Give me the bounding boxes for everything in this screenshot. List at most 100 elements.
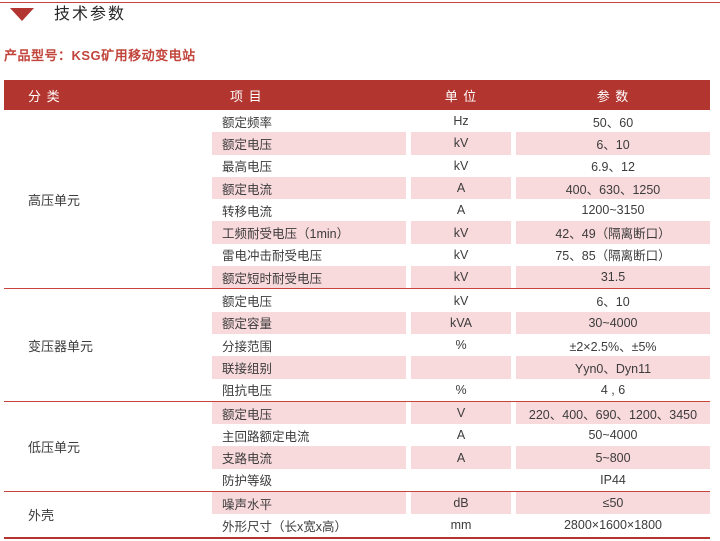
header-category: 分 类 bbox=[28, 88, 61, 104]
cell-param: 4 , 6 bbox=[600, 382, 626, 397]
cell-param: ≤50 bbox=[516, 492, 710, 515]
cell-item: 额定电流 bbox=[212, 176, 406, 200]
table-header-row: 分 类 项 目 单 位 参 数 bbox=[4, 80, 710, 110]
cell-param: 50、60 bbox=[592, 115, 634, 130]
cell-item: 额定电压 bbox=[212, 132, 406, 155]
cell-unit: A bbox=[411, 446, 511, 469]
cell-unit: A bbox=[411, 176, 511, 200]
table-row: 防护等级 IP44 bbox=[212, 469, 710, 491]
cell-item: 额定短时耐受电压 bbox=[212, 266, 406, 289]
table-row: 额定电压 V 220、400、690、1200、3450 bbox=[212, 401, 710, 425]
table-row: 主回路额定电流 A 50~4000 bbox=[212, 424, 710, 446]
cell-item: 主回路额定电流 bbox=[222, 429, 310, 444]
cell-param: 6.9、12 bbox=[591, 160, 635, 175]
page-title: 技术参数 bbox=[54, 6, 127, 23]
cell-item: 雷电冲击耐受电压 bbox=[222, 249, 323, 264]
cell-item: 联接组别 bbox=[212, 356, 406, 379]
cell-param: 2800×1600×1800 bbox=[563, 518, 663, 533]
cell-item: 外形尺寸（长x宽x高） bbox=[222, 519, 348, 534]
cell-item: 阻抗电压 bbox=[222, 384, 273, 399]
triangle-marker-icon bbox=[10, 8, 34, 21]
top-divider-rule bbox=[0, 2, 720, 3]
cell-unit: dB bbox=[411, 492, 511, 515]
cell-param: ±2×2.5%、±5% bbox=[569, 339, 657, 354]
table-row: 外形尺寸（长x宽x高） mm 2800×1600×1800 bbox=[212, 514, 710, 536]
cell-item: 防护等级 bbox=[222, 474, 273, 489]
cell-param: 5~800 bbox=[516, 446, 710, 469]
section-rows: 噪声水平 dB ≤50 外形尺寸（长x宽x高） mm 2800×1600×1800 bbox=[212, 492, 710, 537]
table-row: 联接组别 Yyn0、Dyn11 bbox=[212, 356, 710, 379]
cell-unit: V bbox=[411, 401, 511, 425]
table-section: 外壳 噪声水平 dB ≤50 外形尺寸（长x宽x高） mm 2800×1600×1800 bbox=[4, 491, 710, 537]
table-body: 高压单元 额定频率 Hz 50、60 额定电压 kV 6、10 最高电压 kV 6.9、12 额定电… bbox=[4, 110, 710, 537]
page-heading: 技术参数 bbox=[10, 5, 126, 25]
cell-param: 42、49（隔离断口） bbox=[516, 221, 710, 244]
cell-param: 220、400、690、1200、3450 bbox=[516, 401, 710, 425]
cell-unit: kV bbox=[453, 293, 469, 308]
cell-item: 工频耐受电压（1min） bbox=[212, 221, 406, 244]
table-row: 额定短时耐受电压 kV 31.5 bbox=[212, 266, 710, 289]
section-rows: 额定电压 V 220、400、690、1200、3450 主回路额定电流 A 50~400… bbox=[212, 401, 710, 491]
cell-unit: kV bbox=[453, 247, 469, 262]
cell-unit bbox=[411, 356, 511, 379]
cell-unit: % bbox=[455, 382, 467, 397]
cell-unit: % bbox=[455, 338, 467, 353]
section-rows: 额定电压 kV 6、10 额定容量 kVA 30~4000 分接范围% ±2×2.5%、±5%… bbox=[212, 289, 710, 400]
cell-item: 支路电流 bbox=[212, 446, 406, 469]
category-cell: 低压单元 bbox=[28, 439, 81, 455]
table-row: 分接范围% ±2×2.5%、±5% bbox=[212, 334, 710, 356]
cell-unit: kV bbox=[411, 132, 511, 155]
cell-unit: A bbox=[456, 203, 466, 218]
table-row: 额定电压 kV 6、10 bbox=[212, 289, 710, 311]
cell-unit bbox=[411, 469, 511, 491]
section-rows: 额定频率 Hz 50、60 额定电压 kV 6、10 最高电压 kV 6.9、12 额定电流 A 40… bbox=[212, 110, 710, 289]
table-section: 低压单元 额定电压 V 220、400、690、1200、3450 主回路额定电流 A 50… bbox=[4, 400, 710, 491]
header-item: 项 目 bbox=[230, 88, 263, 104]
cell-item: 额定频率 bbox=[222, 115, 273, 130]
cell-unit: kV bbox=[411, 266, 511, 289]
cell-param: 31.5 bbox=[516, 266, 710, 289]
table-row: 雷电冲击耐受电压 kV 75、85（隔离断口） bbox=[212, 244, 710, 266]
cell-unit: A bbox=[456, 428, 466, 443]
table-row: 工频耐受电压（1min） kV 42、49（隔离断口） bbox=[212, 221, 710, 244]
cell-param: 6、10 bbox=[596, 295, 630, 310]
cell-item: 转移电流 bbox=[222, 204, 273, 219]
cell-unit: Hz bbox=[453, 114, 469, 129]
cell-item: 额定电压 bbox=[222, 295, 273, 310]
table-row: 支路电流 A 5~800 bbox=[212, 446, 710, 469]
table-row: 噪声水平 dB ≤50 bbox=[212, 492, 710, 515]
category-cell: 外壳 bbox=[28, 507, 55, 523]
table-section: 变压器单元 额定电压 kV 6、10 额定容量 kVA 30~4000 分接范围% ±2×2.5… bbox=[4, 288, 710, 400]
cell-param: IP44 bbox=[600, 472, 626, 487]
table-row: 额定电流 A 400、630、1250 bbox=[212, 176, 710, 200]
product-model-label: 产品型号：KSG矿用移动变电站 bbox=[4, 48, 196, 63]
cell-unit: mm bbox=[450, 518, 472, 533]
cell-param: 75、85（隔离断口） bbox=[555, 249, 671, 264]
cell-unit: kVA bbox=[411, 311, 511, 334]
cell-param: Yyn0、Dyn11 bbox=[516, 356, 710, 379]
cell-item: 分接范围 bbox=[222, 339, 273, 354]
header-unit: 单 位 bbox=[444, 88, 478, 104]
table-row: 最高电压 kV 6.9、12 bbox=[212, 155, 710, 177]
tech-params-table: 分 类 项 目 单 位 参 数 高压单元 额定频率 Hz 50、60 额定电压 kV 6、1… bbox=[4, 80, 710, 539]
table-row: 额定电压 kV 6、10 bbox=[212, 132, 710, 155]
cell-item: 额定容量 bbox=[212, 311, 406, 334]
cell-param: 50~4000 bbox=[588, 428, 638, 443]
header-param: 参 数 bbox=[596, 88, 630, 104]
cell-param: 6、10 bbox=[516, 132, 710, 155]
cell-item: 额定电压 bbox=[212, 401, 406, 425]
table-row: 阻抗电压% 4 , 6 bbox=[212, 379, 710, 401]
table-row: 额定容量 kVA 30~4000 bbox=[212, 311, 710, 334]
category-cell: 高压单元 bbox=[28, 192, 81, 208]
cell-item: 最高电压 bbox=[222, 160, 273, 175]
cell-unit: kV bbox=[411, 221, 511, 244]
cell-param: 1200~3150 bbox=[581, 203, 645, 218]
cell-param: 400、630、1250 bbox=[516, 176, 710, 200]
category-cell: 变压器单元 bbox=[28, 338, 94, 354]
cell-param: 30~4000 bbox=[516, 311, 710, 334]
cell-item: 噪声水平 bbox=[212, 492, 406, 515]
table-row: 转移电流 A 1200~3150 bbox=[212, 199, 710, 221]
table-section: 高压单元 额定频率 Hz 50、60 额定电压 kV 6、10 最高电压 kV 6.9、12 额定电… bbox=[4, 110, 710, 289]
cell-unit: kV bbox=[453, 158, 469, 173]
table-row: 额定频率 Hz 50、60 bbox=[212, 110, 710, 132]
